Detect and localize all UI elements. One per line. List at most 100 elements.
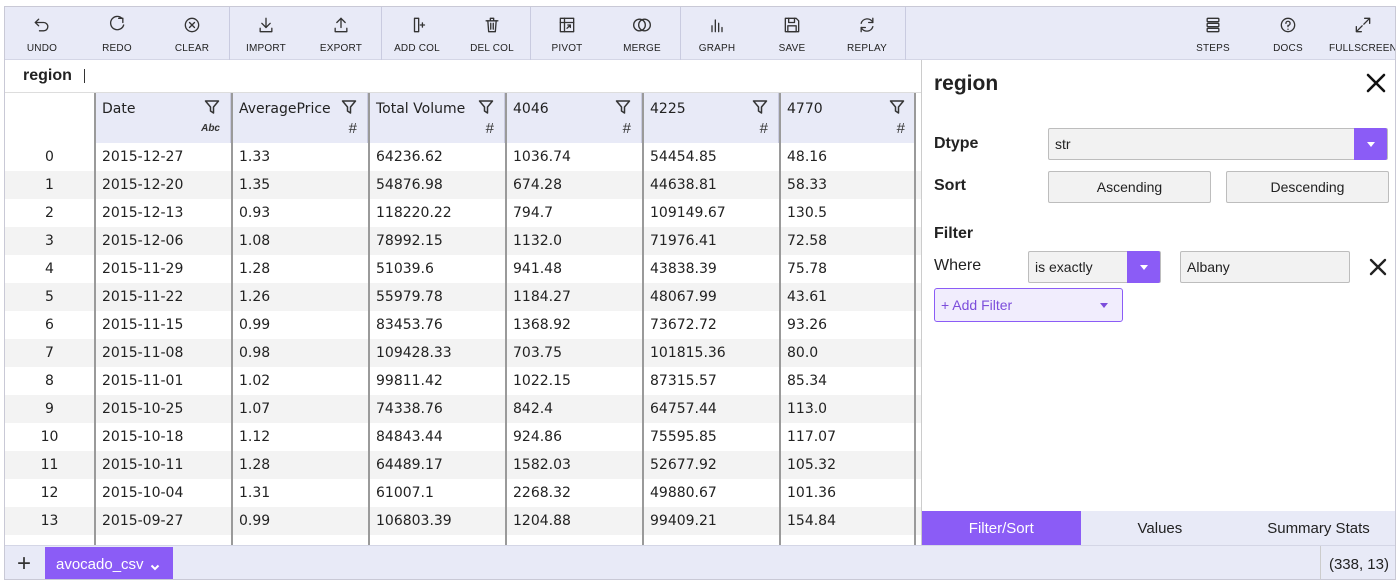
table-cell[interactable]: 101815.36 <box>650 345 726 361</box>
save-button[interactable]: SAVE <box>767 7 817 60</box>
table-cell[interactable]: 43838.39 <box>650 261 717 277</box>
table-row[interactable]: 12 2015-10-04 1.31 61007.1 2268.32 49880.67 10… <box>5 479 921 507</box>
table-row[interactable]: 9 2015-10-25 1.07 74338.76 842.4 64757.44 113.… <box>5 395 921 423</box>
table-row[interactable]: 7 2015-11-08 0.98 109428.33 703.75 101815.36 8… <box>5 339 921 367</box>
table-cell[interactable]: 2015-10-25 <box>102 401 184 417</box>
sort-ascending-button[interactable]: Ascending <box>1048 171 1211 203</box>
table-cell[interactable]: 924.86 <box>513 429 562 445</box>
table-cell[interactable]: 109428.33 <box>376 345 452 361</box>
table-cell[interactable]: 64236.62 <box>376 149 443 165</box>
table-cell[interactable]: 1.31 <box>239 485 271 501</box>
table-cell[interactable]: 2015-12-27 <box>102 149 184 165</box>
sort-descending-button[interactable]: Descending <box>1226 171 1389 203</box>
table-cell[interactable]: 44638.81 <box>650 177 717 193</box>
dtype-select[interactable]: str <box>1048 128 1388 160</box>
table-cell[interactable]: 87315.57 <box>650 373 717 389</box>
table-cell[interactable]: 105.32 <box>787 457 836 473</box>
table-cell[interactable]: 1.26 <box>239 289 271 305</box>
table-cell[interactable]: 48067.99 <box>650 289 717 305</box>
sheet-tab-avocado-csv[interactable]: avocado_csv <box>45 547 173 579</box>
table-row[interactable]: 10 2015-10-18 1.12 84843.44 924.86 75595.85 11… <box>5 423 921 451</box>
table-cell[interactable]: 71976.41 <box>650 233 717 249</box>
table-cell[interactable]: 99811.42 <box>376 373 443 389</box>
column-header-4046[interactable]: 4046 # <box>505 93 642 143</box>
table-cell[interactable]: 93.26 <box>787 317 828 333</box>
clear-button[interactable]: CLEAR <box>167 7 217 60</box>
table-cell[interactable]: 1.28 <box>239 261 271 277</box>
table-cell[interactable]: 118220.22 <box>376 205 452 221</box>
table-cell[interactable]: 2015-11-29 <box>102 261 184 277</box>
condition-select[interactable]: is exactly <box>1028 251 1161 283</box>
table-cell[interactable]: 80.0 <box>787 345 819 361</box>
table-cell[interactable]: 85.34 <box>787 373 828 389</box>
table-cell[interactable]: 1.12 <box>239 429 271 445</box>
replay-button[interactable]: REPLAY <box>842 7 892 60</box>
table-row[interactable]: 11 2015-10-11 1.28 64489.17 1582.03 52677.92 1… <box>5 451 921 479</box>
table-cell[interactable]: 106803.39 <box>376 513 452 529</box>
table-cell[interactable]: 2015-09-27 <box>102 513 184 529</box>
column-header-4770[interactable]: 4770 # <box>779 93 916 143</box>
close-icon[interactable] <box>1365 72 1387 94</box>
table-cell[interactable]: 61007.1 <box>376 485 434 501</box>
filter-icon[interactable] <box>889 99 905 115</box>
table-cell[interactable]: 1.08 <box>239 233 271 249</box>
table-cell[interactable]: 703.75 <box>513 345 562 361</box>
export-button[interactable]: EXPORT <box>316 7 366 60</box>
filter-icon[interactable] <box>341 99 357 115</box>
tab-summary-stats[interactable]: Summary Stats <box>1267 519 1370 537</box>
docs-button[interactable]: DOCS <box>1263 7 1313 60</box>
table-cell[interactable]: 0.93 <box>239 205 271 221</box>
table-cell[interactable]: 54454.85 <box>650 149 717 165</box>
table-cell[interactable]: 2015-12-20 <box>102 177 184 193</box>
table-cell[interactable]: 1132.0 <box>513 233 562 249</box>
add-col-button[interactable]: ADD COL <box>392 7 442 60</box>
filter-icon[interactable] <box>478 99 494 115</box>
column-header-4225[interactable]: 4225 # <box>642 93 779 143</box>
table-cell[interactable]: 941.48 <box>513 261 562 277</box>
tab-values[interactable]: Values <box>1137 519 1183 537</box>
table-row[interactable]: 2 2015-12-13 0.93 118220.22 794.7 109149.67 13… <box>5 199 921 227</box>
table-row[interactable]: 6 2015-11-15 0.99 83453.76 1368.92 73672.72 93… <box>5 311 921 339</box>
table-cell[interactable]: 2015-12-06 <box>102 233 184 249</box>
add-filter-button[interactable]: + Add Filter <box>934 288 1123 322</box>
filter-icon[interactable] <box>615 99 631 115</box>
undo-button[interactable]: UNDO <box>17 7 67 60</box>
table-cell[interactable]: 130.5 <box>787 205 828 221</box>
table-cell[interactable]: 0.98 <box>239 345 271 361</box>
table-cell[interactable]: 75.78 <box>787 261 828 277</box>
table-cell[interactable]: 49880.67 <box>650 485 717 501</box>
table-row[interactable]: 0 2015-12-27 1.33 64236.62 1036.74 54454.85 48… <box>5 143 921 171</box>
table-cell[interactable]: 78992.15 <box>376 233 443 249</box>
table-cell[interactable]: 2015-10-04 <box>102 485 184 501</box>
table-cell[interactable]: 117.07 <box>787 429 836 445</box>
table-cell[interactable]: 75595.85 <box>650 429 717 445</box>
table-cell[interactable]: 794.7 <box>513 205 554 221</box>
table-cell[interactable]: 58.33 <box>787 177 828 193</box>
filter-icon[interactable] <box>204 99 220 115</box>
table-cell[interactable]: 1036.74 <box>513 149 571 165</box>
table-cell[interactable]: 1204.88 <box>513 513 571 529</box>
table-cell[interactable]: 84843.44 <box>376 429 443 445</box>
remove-filter-icon[interactable] <box>1367 256 1389 278</box>
table-row[interactable]: 8 2015-11-01 1.02 99811.42 1022.15 87315.57 85… <box>5 367 921 395</box>
table-cell[interactable]: 113.0 <box>787 401 828 417</box>
table-cell[interactable]: 74338.76 <box>376 401 443 417</box>
table-cell[interactable]: 0.99 <box>239 513 271 529</box>
table-cell[interactable]: 51039.6 <box>376 261 434 277</box>
table-cell[interactable]: 72.58 <box>787 233 828 249</box>
table-cell[interactable]: 1022.15 <box>513 373 571 389</box>
table-cell[interactable]: 83453.76 <box>376 317 443 333</box>
add-sheet-button[interactable]: + <box>16 550 31 577</box>
table-row[interactable]: 1 2015-12-20 1.35 54876.98 674.28 44638.81 58.… <box>5 171 921 199</box>
table-cell[interactable]: 48.16 <box>787 149 828 165</box>
pivot-button[interactable]: PIVOT <box>542 7 592 60</box>
table-cell[interactable]: 154.84 <box>787 513 836 529</box>
column-header-averageprice[interactable]: AveragePrice # <box>231 93 368 143</box>
merge-button[interactable]: MERGE <box>617 7 667 60</box>
filter-icon[interactable] <box>752 99 768 115</box>
table-cell[interactable]: 99409.21 <box>650 513 717 529</box>
table-cell[interactable]: 2015-11-08 <box>102 345 184 361</box>
table-cell[interactable]: 2015-11-22 <box>102 289 184 305</box>
table-cell[interactable]: 64757.44 <box>650 401 717 417</box>
table-cell[interactable]: 64489.17 <box>376 457 443 473</box>
